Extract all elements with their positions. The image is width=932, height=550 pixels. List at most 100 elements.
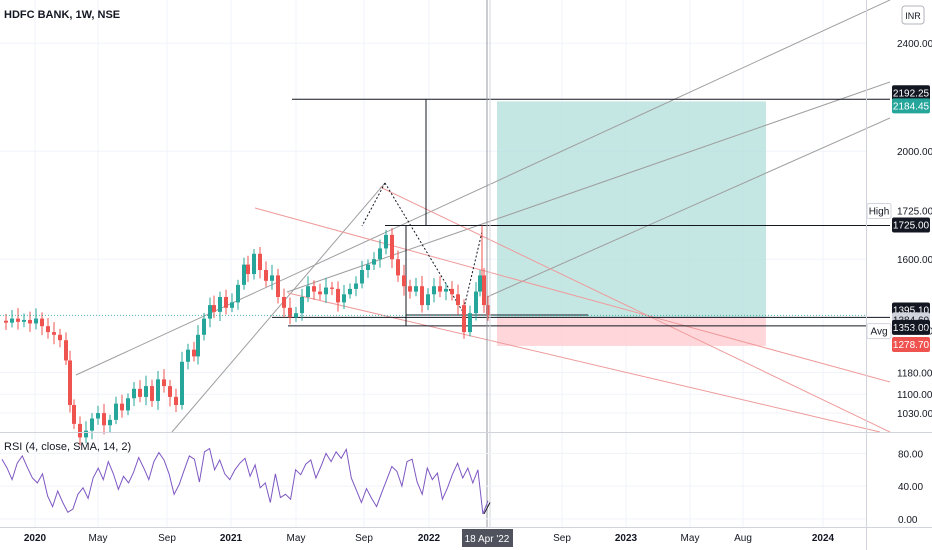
price-label-text: 1353.00 xyxy=(893,323,930,334)
price-label-box xyxy=(892,336,930,352)
candle-body xyxy=(478,275,482,292)
candle-body xyxy=(242,264,246,285)
candle-body xyxy=(300,297,304,314)
price-label-target_top: 2192.25 xyxy=(892,85,930,101)
candle-body xyxy=(126,398,130,411)
time-tick-label: Sep xyxy=(553,533,571,544)
candle-body xyxy=(180,361,184,405)
candle xyxy=(390,228,394,269)
candle xyxy=(132,382,136,407)
candle-body xyxy=(372,259,376,265)
price-label-high_level: 1725.00 xyxy=(892,217,930,233)
rsi-pane: RSI (4, close, SMA, 14, 2) 80.00 40.00 0.00 xyxy=(0,441,923,526)
candle-body xyxy=(156,379,160,401)
avg-marker-value: 1335.30 xyxy=(897,327,932,338)
candle-body xyxy=(144,386,148,397)
candle xyxy=(306,276,310,303)
candle-body xyxy=(132,388,136,399)
candle xyxy=(378,239,382,268)
pitchfork-median xyxy=(286,81,891,293)
candle xyxy=(64,332,68,366)
candle-body xyxy=(354,283,358,289)
candle-body xyxy=(218,297,222,312)
candle-body xyxy=(306,286,310,297)
candle-body xyxy=(34,318,38,324)
candle xyxy=(192,341,196,362)
candle xyxy=(456,284,460,315)
candle xyxy=(348,283,352,299)
candle xyxy=(72,399,76,430)
candle xyxy=(236,279,240,310)
candle-body xyxy=(270,275,274,281)
price-tick-label: 1030.00 xyxy=(897,409,932,420)
candle xyxy=(138,380,142,403)
candle xyxy=(486,295,490,321)
candle xyxy=(312,280,316,300)
candle-body xyxy=(288,307,292,318)
stop-zone xyxy=(497,317,766,346)
candle xyxy=(126,393,130,416)
price-tick-label: 1180.00 xyxy=(897,369,932,380)
price-label-text: 2192.25 xyxy=(893,88,930,99)
position-zones xyxy=(497,101,766,346)
candle-body xyxy=(68,360,72,405)
price-label-box xyxy=(892,85,930,101)
candle-body xyxy=(408,286,412,292)
candle-body xyxy=(336,288,340,303)
candle-body xyxy=(58,334,62,341)
candle xyxy=(474,282,478,321)
price-label-target: 2184.45 xyxy=(892,98,930,114)
candle-body xyxy=(426,294,430,306)
candle-body xyxy=(414,286,418,292)
candle xyxy=(202,312,206,341)
candle xyxy=(68,350,72,413)
price-label-text: 2184.45 xyxy=(893,101,930,112)
candle xyxy=(168,379,172,407)
candle-body xyxy=(72,405,76,424)
candle-body xyxy=(366,264,370,270)
candle xyxy=(180,351,184,410)
candle-body xyxy=(202,318,206,335)
candle-body xyxy=(318,291,322,295)
candle-body xyxy=(10,318,14,323)
candle-body xyxy=(78,423,82,438)
candle xyxy=(414,277,418,297)
price-axis: 2400.00 2000.00 1600.00 1180.00 1100.00 1030.… xyxy=(892,39,932,420)
candle-body xyxy=(450,288,454,295)
currency-label: INR xyxy=(905,11,921,21)
candle-body xyxy=(294,313,298,318)
candle xyxy=(366,259,370,278)
candle-body xyxy=(28,319,32,324)
candle xyxy=(10,309,14,328)
time-tick-label: 2023 xyxy=(615,533,638,544)
rsi-tick-label: 40.00 xyxy=(898,482,923,493)
candle-body xyxy=(192,349,196,357)
candle-body xyxy=(264,270,268,281)
candle xyxy=(252,248,256,280)
candle-body xyxy=(438,286,442,292)
candle xyxy=(402,264,406,296)
candle-body xyxy=(462,305,466,333)
candle xyxy=(162,369,166,393)
candle xyxy=(396,250,400,282)
candle-body xyxy=(324,287,328,295)
candle-body xyxy=(84,430,88,438)
candle-body xyxy=(468,313,472,333)
candle-body xyxy=(396,259,400,276)
time-axis: 2020 May Sep 2021 May Sep 2022 Sep 2023 May Aug 202… xyxy=(24,529,835,547)
time-tick-label: 2021 xyxy=(220,533,243,544)
candle xyxy=(96,405,100,425)
rsi-tick-label: 0.00 xyxy=(898,515,918,526)
time-tick-label: 2022 xyxy=(418,533,441,544)
candle xyxy=(230,293,234,313)
price-label-text: 1395.10 xyxy=(893,306,930,317)
candle xyxy=(372,252,376,270)
candle-body xyxy=(282,297,286,308)
candle-body xyxy=(390,234,394,260)
price-label-text: 1725.00 xyxy=(893,220,930,231)
candle-body xyxy=(312,286,316,292)
candle xyxy=(258,247,262,279)
candle xyxy=(242,257,246,290)
red-channel-bottom xyxy=(379,186,891,433)
